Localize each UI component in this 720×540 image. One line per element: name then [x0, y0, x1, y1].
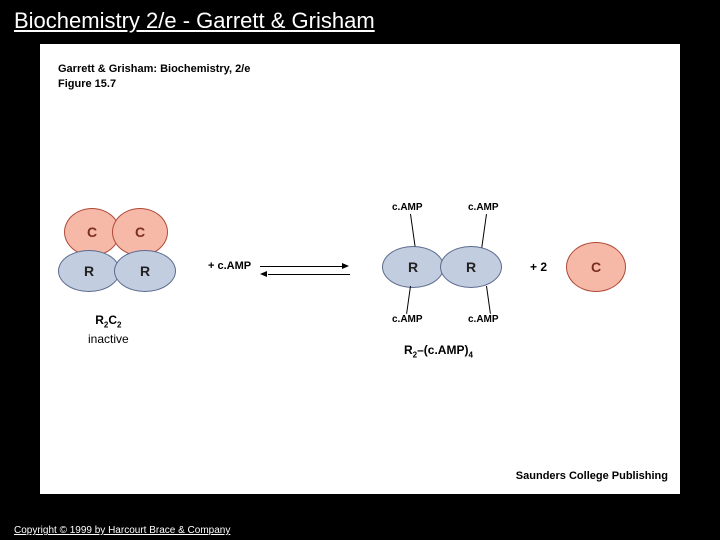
slide-title: Biochemistry 2/e - Garrett & Grisham	[0, 0, 720, 40]
camp-bot2-label: c.AMP	[468, 314, 499, 325]
publisher-credit: Saunders College Publishing	[516, 470, 668, 482]
left-formula: R2C2 inactive	[88, 312, 129, 347]
camp-bot1-label: c.AMP	[392, 314, 423, 325]
copyright-footer: Copyright © 1999 by Harcourt Brace & Com…	[14, 525, 230, 536]
right-r2-label: R	[466, 259, 476, 275]
left-r2-label: R	[140, 263, 150, 279]
left-state: inactive	[88, 331, 129, 347]
free-c-label: C	[591, 259, 601, 275]
right-r1-label: R	[408, 259, 418, 275]
right-formula: R2–(c.AMP)4	[404, 342, 473, 361]
camp-top2-label: c.AMP	[468, 202, 499, 213]
figure-number: Figure 15.7	[58, 77, 250, 92]
free-c-blob: C	[566, 242, 626, 292]
left-c2-blob: C	[112, 208, 168, 256]
left-c2-label: C	[135, 224, 145, 240]
plus-2-label: + 2	[530, 260, 547, 274]
pointer-top2	[481, 214, 487, 248]
left-r1-label: R	[84, 263, 94, 279]
pointer-bot2	[486, 286, 491, 314]
figure-source: Garrett & Grisham: Biochemistry, 2/e	[58, 62, 250, 77]
right-r2-blob: R	[440, 246, 502, 288]
equilibrium-arrows	[260, 264, 350, 278]
right-r1-blob: R	[382, 246, 444, 288]
left-c1-label: C	[87, 224, 97, 240]
camp-top1-label: c.AMP	[392, 202, 423, 213]
diagram: C C R R R2C2 inactive + c.AMP c.AMP c.AM…	[40, 184, 680, 394]
left-r1-blob: R	[58, 250, 120, 292]
pointer-top1	[410, 214, 416, 248]
pointer-bot1	[406, 286, 411, 314]
figure-header: Garrett & Grisham: Biochemistry, 2/e Fig…	[58, 62, 250, 92]
plus-camp-label: + c.AMP	[208, 260, 251, 272]
left-r2-blob: R	[114, 250, 176, 292]
figure-panel: Garrett & Grisham: Biochemistry, 2/e Fig…	[40, 44, 680, 494]
